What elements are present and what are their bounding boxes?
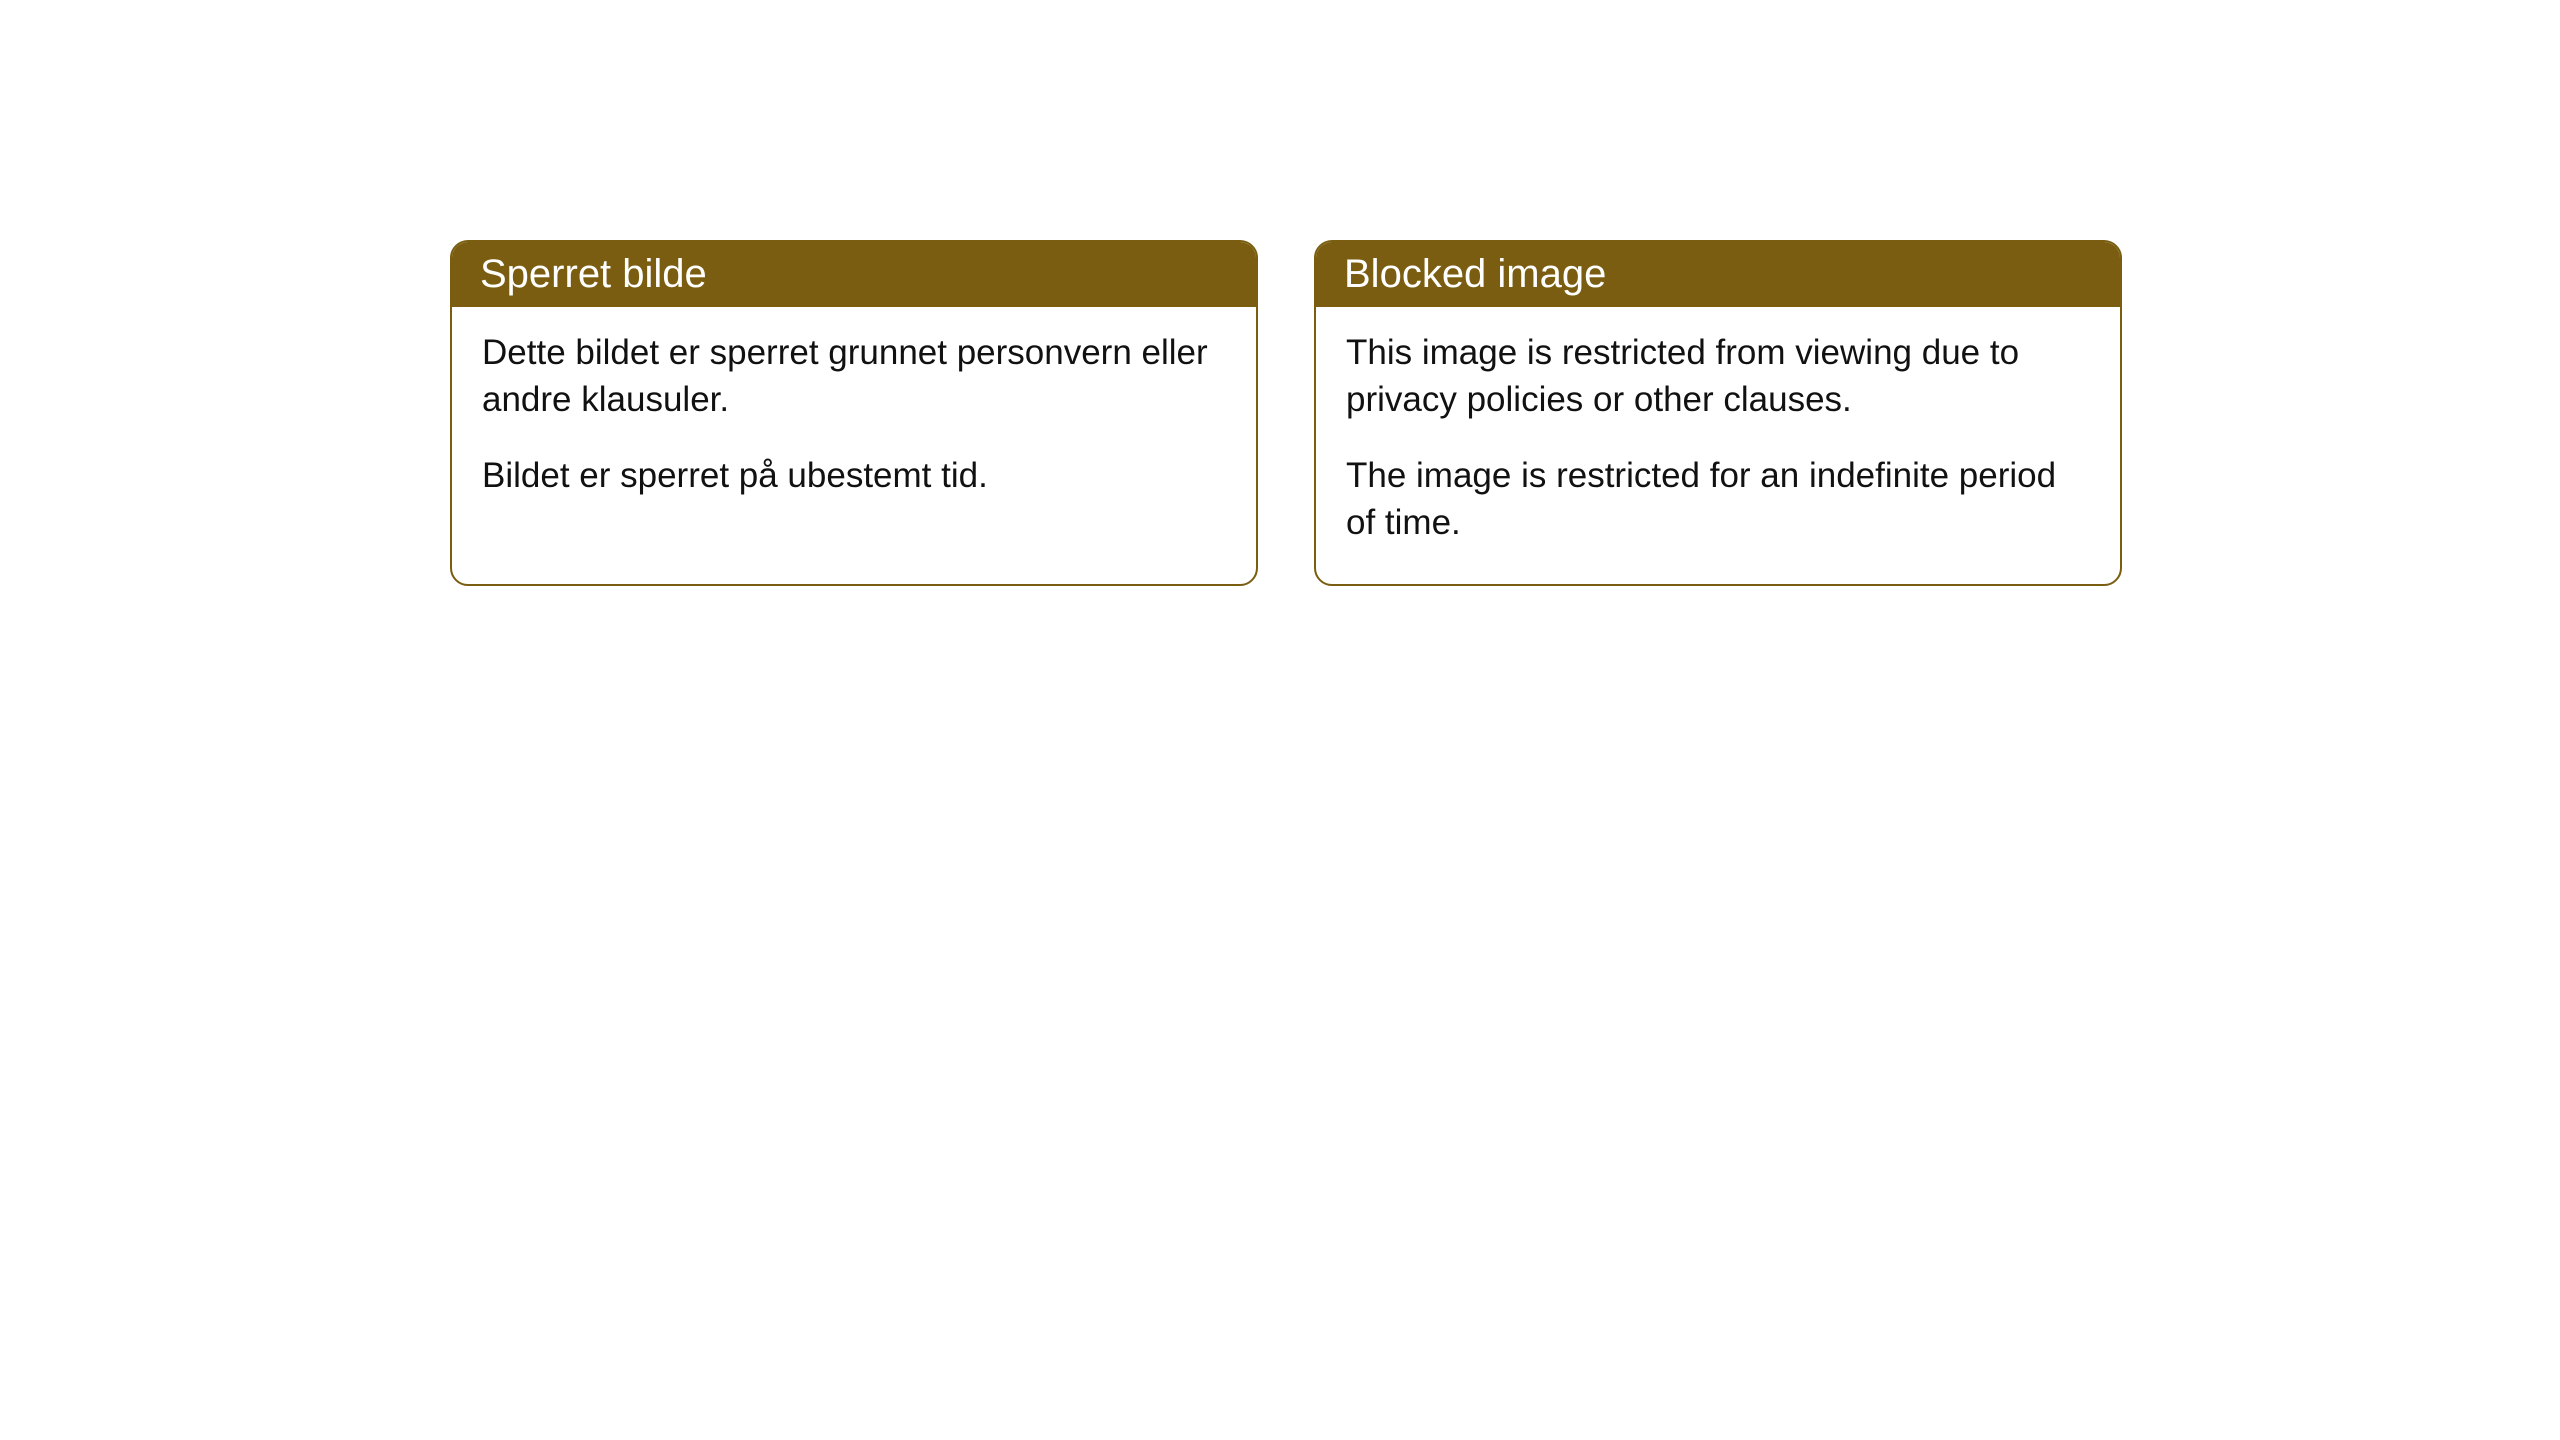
blocked-image-card-no: Sperret bilde Dette bildet er sperret gr… xyxy=(450,240,1258,586)
card-body-en: This image is restricted from viewing du… xyxy=(1316,307,2120,584)
card-title-no: Sperret bilde xyxy=(452,242,1256,307)
card-body-no: Dette bildet er sperret grunnet personve… xyxy=(452,307,1256,537)
card-p1-no: Dette bildet er sperret grunnet personve… xyxy=(482,329,1226,424)
blocked-image-card-en: Blocked image This image is restricted f… xyxy=(1314,240,2122,586)
card-p2-en: The image is restricted for an indefinit… xyxy=(1346,452,2090,547)
notice-cards-container: Sperret bilde Dette bildet er sperret gr… xyxy=(450,240,2560,586)
card-p2-no: Bildet er sperret på ubestemt tid. xyxy=(482,452,1226,499)
card-p1-en: This image is restricted from viewing du… xyxy=(1346,329,2090,424)
card-title-en: Blocked image xyxy=(1316,242,2120,307)
